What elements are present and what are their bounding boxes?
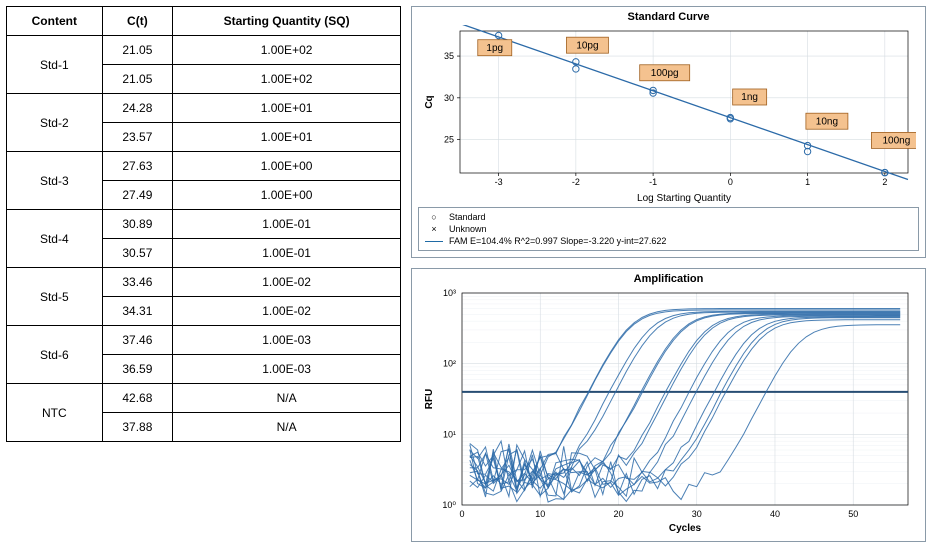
legend-label: Unknown <box>449 223 487 235</box>
th-content: Content <box>7 7 103 36</box>
svg-text:10¹: 10¹ <box>443 430 456 440</box>
cell-ct: 42.68 <box>102 384 173 413</box>
cell-ct: 30.57 <box>102 239 173 268</box>
svg-text:0: 0 <box>728 177 733 187</box>
cell-content: Std-3 <box>7 152 103 210</box>
amplification-chart: 10⁰ 10¹ 10² 10³ 0 10 20 30 40 50 Cycles RFU <box>418 287 916 535</box>
cell-content: Std-5 <box>7 268 103 326</box>
svg-text:1ng: 1ng <box>741 92 758 103</box>
cell-content: Std-4 <box>7 210 103 268</box>
cell-content: Std-2 <box>7 94 103 152</box>
svg-text:30: 30 <box>692 509 702 519</box>
svg-text:40: 40 <box>770 509 780 519</box>
svg-text:25: 25 <box>444 135 454 145</box>
th-sq: Starting Quantity (SQ) <box>173 7 401 36</box>
svg-text:10ng: 10ng <box>816 116 838 127</box>
table-row: NTC42.68N/A <box>7 384 401 413</box>
svg-text:RFU: RFU <box>424 389 435 410</box>
cell-content: Std-1 <box>7 36 103 94</box>
table-row: Std-121.051.00E+02 <box>7 36 401 65</box>
cell-sq: 1.00E-02 <box>173 297 401 326</box>
svg-text:-1: -1 <box>649 177 657 187</box>
cell-ct: 36.59 <box>102 355 173 384</box>
standard-curve-panel: Standard Curve -3 -2 -1 0 1 2 25 30 35 1pg 10pg 100… <box>411 6 926 258</box>
svg-text:20: 20 <box>613 509 623 519</box>
table-row: Std-533.461.00E-02 <box>7 268 401 297</box>
svg-text:100pg: 100pg <box>651 68 679 79</box>
cell-ct: 27.49 <box>102 181 173 210</box>
cell-sq: N/A <box>173 413 401 442</box>
cell-ct: 30.89 <box>102 210 173 239</box>
svg-text:Log Starting Quantity: Log Starting Quantity <box>637 193 731 204</box>
cell-sq: 1.00E-01 <box>173 239 401 268</box>
cell-sq: N/A <box>173 384 401 413</box>
standard-curve-chart: -3 -2 -1 0 1 2 25 30 35 1pg 10pg 100pg 1ng 10ng 100ng L… <box>418 25 916 205</box>
cell-content: Std-6 <box>7 326 103 384</box>
cell-ct: 24.28 <box>102 94 173 123</box>
svg-text:10pg: 10pg <box>576 40 598 51</box>
cell-ct: 37.46 <box>102 326 173 355</box>
cell-sq: 1.00E+00 <box>173 181 401 210</box>
cell-sq: 1.00E-03 <box>173 326 401 355</box>
legend-fam: FAM E=104.4% R^2=0.997 Slope=-3.220 y-in… <box>425 235 912 247</box>
cell-ct: 37.88 <box>102 413 173 442</box>
svg-text:50: 50 <box>848 509 858 519</box>
amplification-panel: Amplification 10⁰ 10¹ 10² 10³ 0 10 20 30 40 50 Cyc… <box>411 268 926 542</box>
line-icon <box>425 241 443 242</box>
svg-text:2: 2 <box>882 177 887 187</box>
cell-sq: 1.00E+00 <box>173 152 401 181</box>
table-row: Std-637.461.00E-03 <box>7 326 401 355</box>
table-row: Std-430.891.00E-01 <box>7 210 401 239</box>
chart-title: Standard Curve <box>418 11 919 23</box>
cell-ct: 34.31 <box>102 297 173 326</box>
svg-text:30: 30 <box>444 93 454 103</box>
cell-sq: 1.00E+02 <box>173 65 401 94</box>
legend-box: ○ Standard × Unknown FAM E=104.4% R^2=0.… <box>418 207 919 251</box>
cell-sq: 1.00E-03 <box>173 355 401 384</box>
svg-text:Cq: Cq <box>424 95 435 108</box>
charts-column: Standard Curve -3-2-10122530351pg10pg100… <box>411 6 926 542</box>
cell-content: NTC <box>7 384 103 442</box>
data-table: Content C(t) Starting Quantity (SQ) Std-… <box>6 6 401 442</box>
svg-text:10: 10 <box>535 509 545 519</box>
legend-standard: ○ Standard <box>425 211 912 223</box>
data-table-wrap: Content C(t) Starting Quantity (SQ) Std-… <box>6 6 401 442</box>
svg-text:10²: 10² <box>443 359 456 369</box>
cell-ct: 21.05 <box>102 65 173 94</box>
cell-ct: 33.46 <box>102 268 173 297</box>
chart-title: Amplification <box>418 273 919 285</box>
x-icon: × <box>425 223 443 235</box>
svg-text:0: 0 <box>459 509 464 519</box>
svg-text:1: 1 <box>805 177 810 187</box>
cell-sq: 1.00E-02 <box>173 268 401 297</box>
legend-label: Standard <box>449 211 486 223</box>
cell-sq: 1.00E-01 <box>173 210 401 239</box>
svg-text:1pg: 1pg <box>486 43 503 54</box>
th-ct: C(t) <box>102 7 173 36</box>
svg-text:-3: -3 <box>495 177 503 187</box>
cell-sq: 1.00E+02 <box>173 36 401 65</box>
cell-ct: 21.05 <box>102 36 173 65</box>
svg-text:10⁰: 10⁰ <box>442 500 456 510</box>
svg-text:10³: 10³ <box>443 288 456 298</box>
legend-label: FAM E=104.4% R^2=0.997 Slope=-3.220 y-in… <box>449 235 666 247</box>
svg-text:-2: -2 <box>572 177 580 187</box>
table-row: Std-224.281.00E+01 <box>7 94 401 123</box>
cell-sq: 1.00E+01 <box>173 123 401 152</box>
cell-sq: 1.00E+01 <box>173 94 401 123</box>
svg-text:100ng: 100ng <box>883 136 911 147</box>
cell-ct: 23.57 <box>102 123 173 152</box>
layout: Content C(t) Starting Quantity (SQ) Std-… <box>6 6 926 542</box>
svg-text:35: 35 <box>444 51 454 61</box>
cell-ct: 27.63 <box>102 152 173 181</box>
legend-unknown: × Unknown <box>425 223 912 235</box>
svg-text:Cycles: Cycles <box>669 523 702 534</box>
table-row: Std-327.631.00E+00 <box>7 152 401 181</box>
circle-icon: ○ <box>425 211 443 223</box>
